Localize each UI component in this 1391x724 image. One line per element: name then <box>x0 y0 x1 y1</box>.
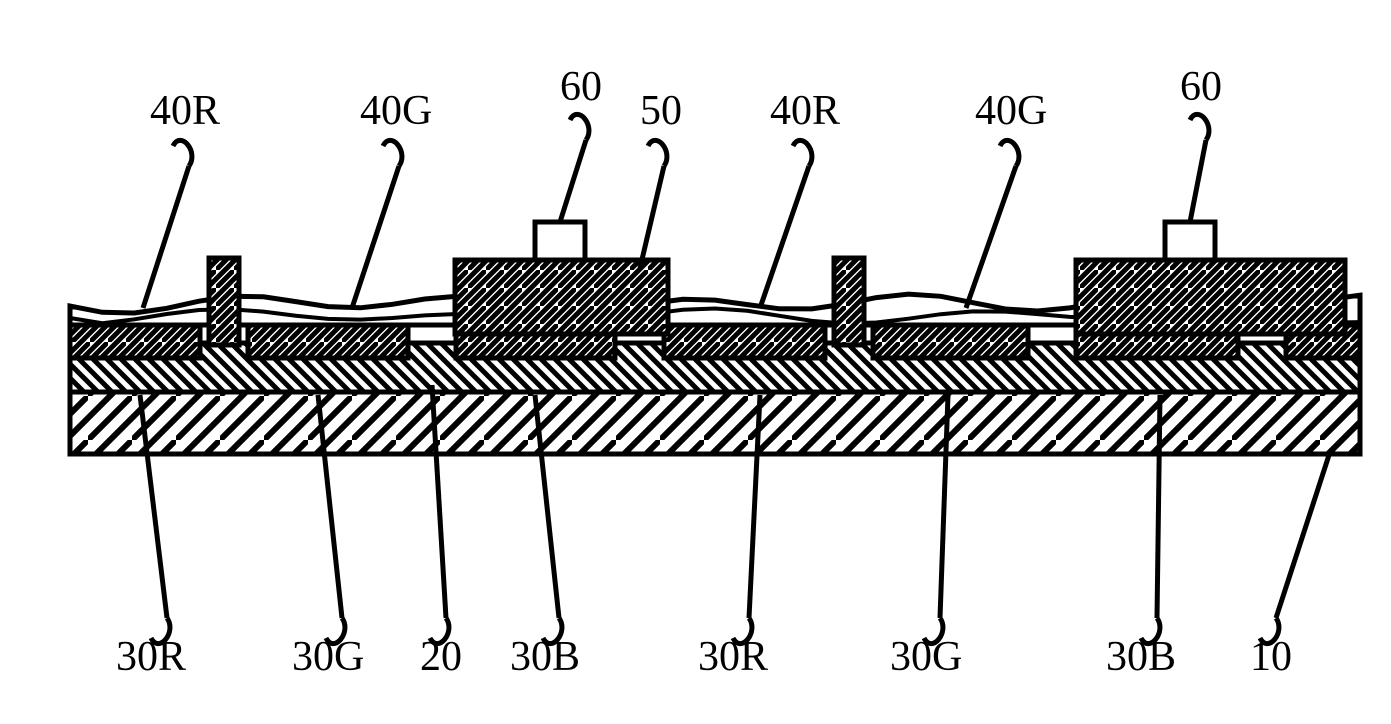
label-40R-2: 40R <box>770 88 840 134</box>
substrate-10 <box>70 392 1360 454</box>
spacer-block-50-0 <box>455 260 668 334</box>
post-small-1 <box>834 258 864 345</box>
leader-hook-60-1 <box>570 114 589 140</box>
color-filter-30R-seg3 <box>664 325 825 358</box>
cap-60-1 <box>1165 222 1215 260</box>
label-20: 20 <box>420 634 462 680</box>
leader-line-60-1 <box>560 140 586 222</box>
color-filter-30G-seg1 <box>248 325 408 358</box>
label-50: 50 <box>640 88 682 134</box>
label-10: 10 <box>1250 634 1292 680</box>
label-30R-1: 30R <box>116 634 186 680</box>
label-60-1: 60 <box>560 64 602 110</box>
leader-line-50 <box>640 166 664 268</box>
label-30G-1: 30G <box>292 634 364 680</box>
leader-hook-40G-1 <box>383 140 402 166</box>
leader-line-10 <box>1276 452 1330 618</box>
label-40G-1: 40G <box>360 88 432 134</box>
label-60-2: 60 <box>1180 64 1222 110</box>
leader-line-40G-2 <box>966 166 1016 308</box>
label-30B-2: 30B <box>1106 634 1176 680</box>
label-30G-2: 30G <box>890 634 962 680</box>
leader-line-40R-2 <box>760 166 809 308</box>
label-30B-1: 30B <box>510 634 580 680</box>
cap-60-0 <box>535 222 585 260</box>
label-30R-2: 30R <box>698 634 768 680</box>
color-filter-30G-seg4 <box>873 325 1028 358</box>
leader-line-40R-1 <box>143 166 189 308</box>
leader-line-30B-2 <box>1157 395 1160 618</box>
spacer-block-50-1 <box>1076 260 1345 334</box>
label-40R-1: 40R <box>150 88 220 134</box>
leader-hook-40R-1 <box>173 140 192 166</box>
leader-hook-40G-2 <box>1000 140 1019 166</box>
leader-line-40G-1 <box>352 166 399 308</box>
label-40G-2: 40G <box>975 88 1047 134</box>
leader-hook-40R-2 <box>793 140 812 166</box>
post-small-0 <box>209 258 239 345</box>
leader-hook-50 <box>648 140 667 166</box>
leader-hook-60-2 <box>1190 114 1209 140</box>
cross-section-diagram: 40R 40G 60 50 40R 40G 60 30R 30G 20 30B 30R 30G 30B 10 <box>0 0 1391 724</box>
leader-line-60-2 <box>1190 140 1206 222</box>
color-filter-30R-seg0 <box>70 325 200 358</box>
